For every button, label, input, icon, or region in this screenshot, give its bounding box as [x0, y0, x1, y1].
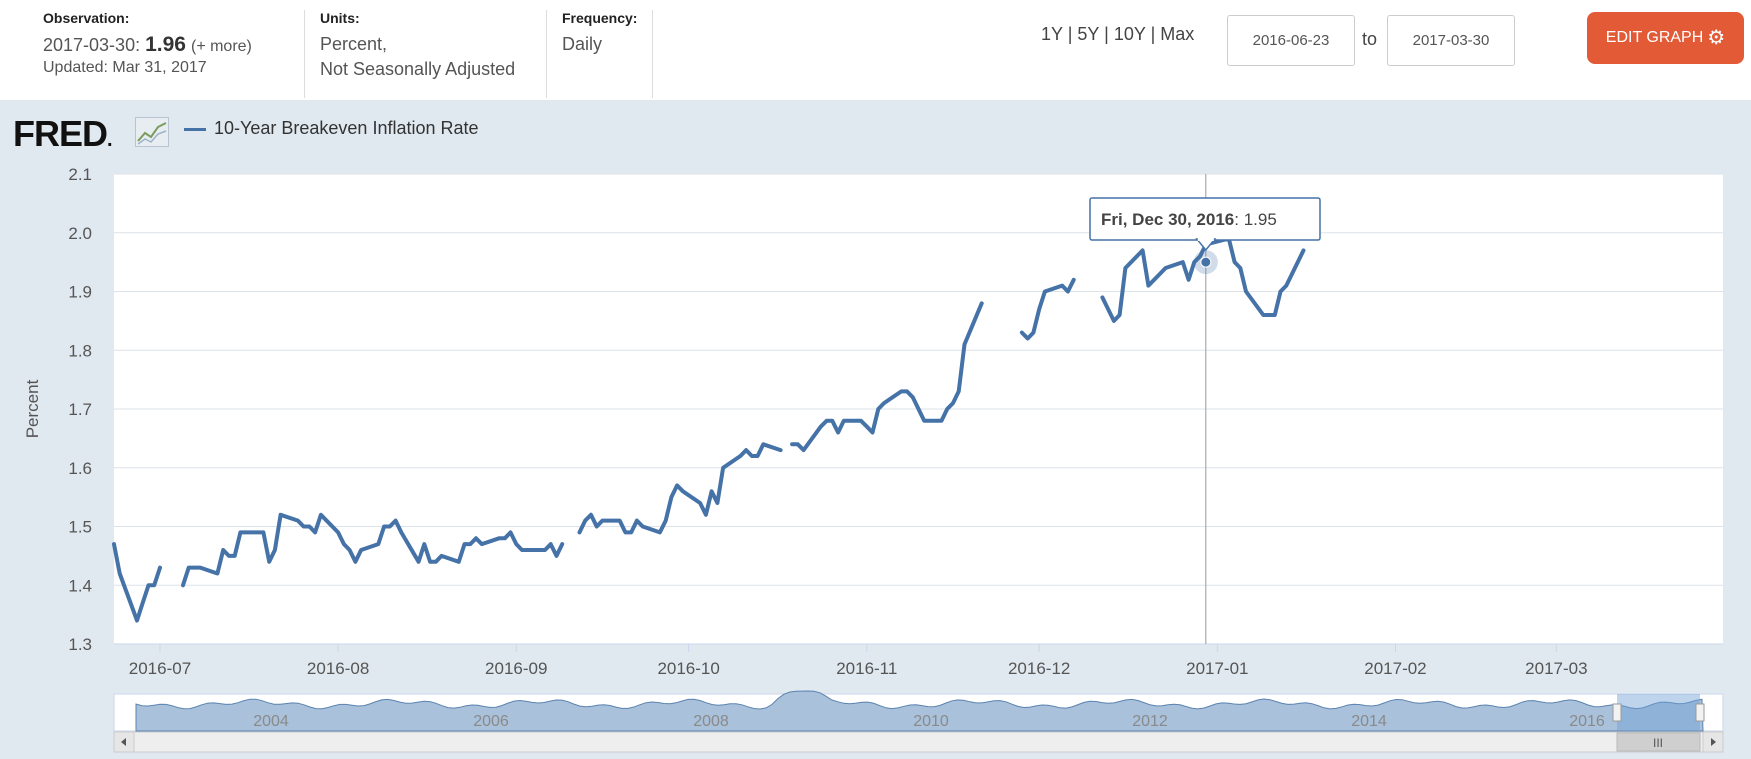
fred-chart-icon — [135, 117, 169, 147]
range-separator: | — [1067, 24, 1073, 44]
observation-label: Observation: — [43, 10, 130, 26]
gear-icon: ⚙ — [1707, 27, 1726, 49]
chart-legend[interactable]: 10-Year Breakeven Inflation Rate — [184, 118, 479, 139]
date-to-label: to — [1362, 29, 1378, 49]
observation-more-link[interactable]: (+ more) — [190, 38, 252, 55]
units-block: Units: Percent, Not Seasonally Adjusted — [320, 0, 515, 110]
frequency-block: Frequency: Daily — [562, 0, 637, 110]
range-5y-button[interactable]: 5Y — [1077, 24, 1100, 44]
date-to-input[interactable]: 2017-03-30 — [1387, 15, 1515, 66]
updated-date: Updated: Mar 31, 2017 — [43, 59, 207, 76]
units-line-1: Percent, — [320, 34, 388, 54]
range-separator: | — [1150, 24, 1156, 44]
observation-date: 2017-03-30: — [43, 35, 141, 55]
graph-panel — [0, 100, 1751, 759]
units-label: Units: — [320, 10, 360, 26]
range-separator: | — [1104, 24, 1109, 44]
date-from-input[interactable]: 2016-06-23 — [1227, 15, 1355, 66]
series-meta-bar: Observation: 2017-03-30: 1.96 (+ more) U… — [0, 0, 1751, 100]
range-10y-button[interactable]: 10Y — [1113, 24, 1146, 44]
range-selector: 1Y | 5Y | 10Y | Max — [1041, 24, 1194, 45]
fred-logo-dot: . — [107, 129, 112, 151]
range-1y-button[interactable]: 1Y — [1041, 24, 1063, 44]
edit-graph-button[interactable]: EDIT GRAPH ⚙ — [1587, 12, 1744, 64]
legend-series-label: 10-Year Breakeven Inflation Rate — [214, 118, 479, 138]
divider — [546, 10, 547, 98]
units-line-2: Not Seasonally Adjusted — [320, 59, 516, 79]
observation-value: 1.96 — [145, 33, 186, 56]
frequency-value: Daily — [562, 34, 603, 54]
fred-logo: FRED. — [13, 113, 112, 155]
observation-value-line: 2017-03-30: 1.96 (+ more) — [43, 32, 252, 59]
legend-swatch — [184, 127, 206, 131]
edit-graph-label: EDIT GRAPH — [1605, 29, 1704, 46]
frequency-label: Frequency: — [562, 10, 638, 26]
fred-logo-text: FRED — [13, 113, 108, 154]
divider — [652, 10, 653, 98]
range-max-button[interactable]: Max — [1160, 24, 1195, 44]
divider — [304, 10, 305, 98]
observation-block: Observation: 2017-03-30: 1.96 (+ more) U… — [43, 0, 252, 110]
